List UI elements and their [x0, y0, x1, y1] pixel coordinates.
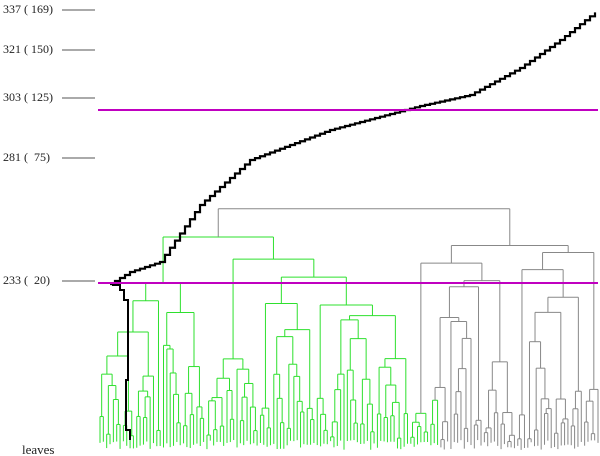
- level-label: 233 ( 20): [3, 273, 50, 287]
- level-ticks: [62, 9, 95, 282]
- contour: [112, 284, 131, 440]
- level-label: 303 ( 125): [3, 90, 53, 104]
- level-label: 337 ( 169): [3, 2, 53, 16]
- level-label: 281 ( 75): [3, 150, 50, 164]
- leaves-label: leaves: [22, 442, 54, 456]
- level-label: 321 ( 150): [3, 42, 53, 56]
- branches: [99, 208, 599, 450]
- contour: [110, 12, 597, 286]
